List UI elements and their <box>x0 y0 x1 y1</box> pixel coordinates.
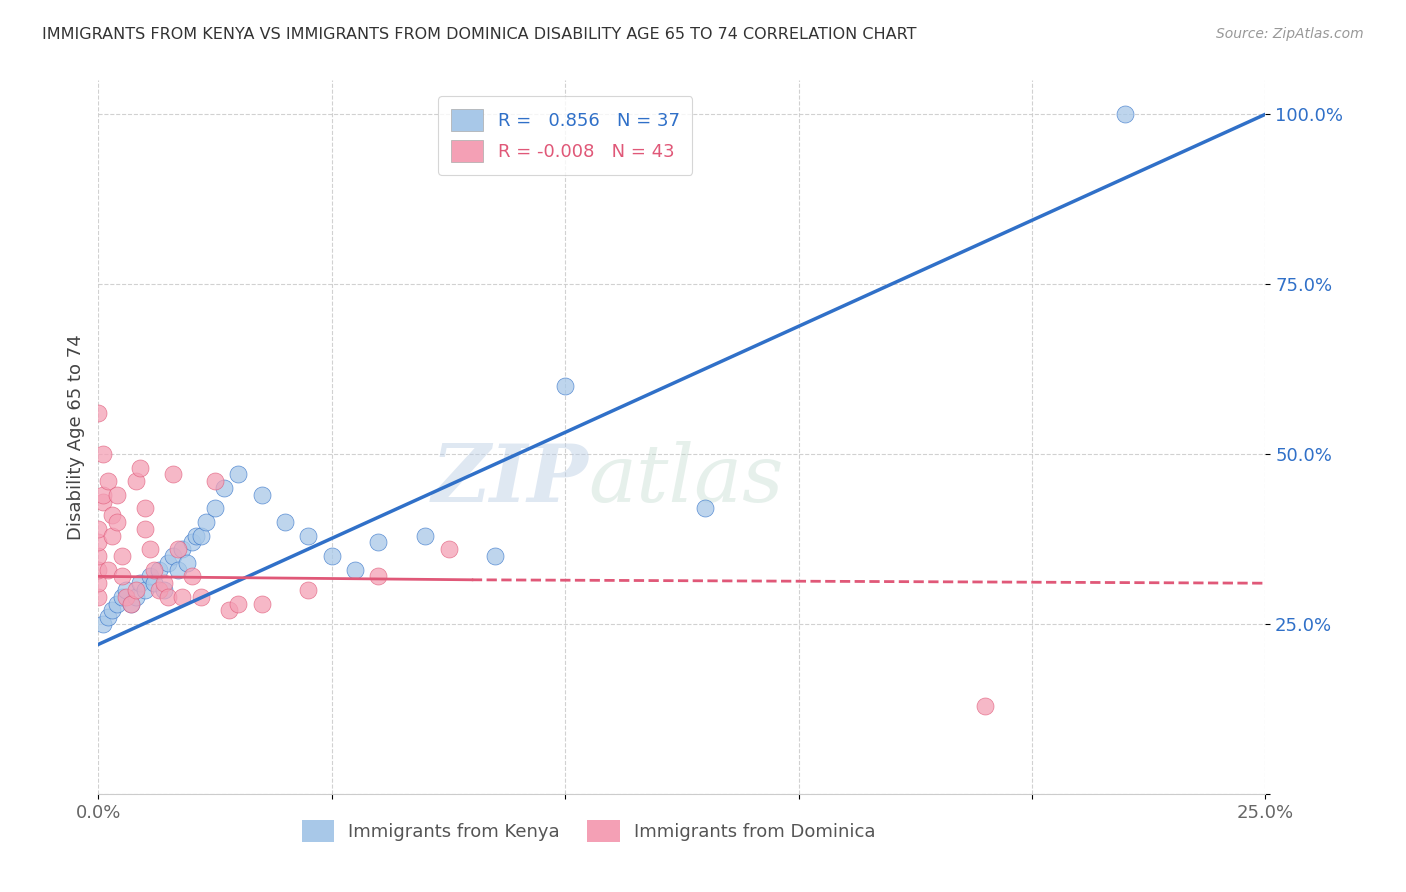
Point <box>166 542 188 557</box>
Point <box>91 447 114 461</box>
Point <box>111 549 134 563</box>
Point <box>91 617 114 632</box>
Point <box>105 597 128 611</box>
Point <box>134 522 156 536</box>
Point <box>484 549 506 563</box>
Point <box>97 563 120 577</box>
Text: Source: ZipAtlas.com: Source: ZipAtlas.com <box>1216 27 1364 41</box>
Point <box>125 475 148 489</box>
Point <box>228 597 250 611</box>
Point <box>176 556 198 570</box>
Point <box>166 563 188 577</box>
Point <box>105 515 128 529</box>
Point <box>214 481 236 495</box>
Point <box>148 563 170 577</box>
Point <box>134 582 156 597</box>
Point <box>413 528 436 542</box>
Point <box>105 488 128 502</box>
Point <box>554 379 576 393</box>
Point <box>162 467 184 482</box>
Point <box>218 603 240 617</box>
Point <box>125 590 148 604</box>
Point <box>143 563 166 577</box>
Point <box>129 576 152 591</box>
Point <box>228 467 250 482</box>
Point <box>120 597 142 611</box>
Point <box>321 549 343 563</box>
Point <box>111 590 134 604</box>
Point <box>297 528 319 542</box>
Point <box>101 528 124 542</box>
Point <box>101 508 124 523</box>
Point <box>190 590 212 604</box>
Point <box>134 501 156 516</box>
Point <box>139 542 162 557</box>
Legend: Immigrants from Kenya, Immigrants from Dominica: Immigrants from Kenya, Immigrants from D… <box>294 813 883 849</box>
Point <box>115 582 138 597</box>
Point <box>204 475 226 489</box>
Point <box>162 549 184 563</box>
Point <box>87 576 110 591</box>
Point <box>157 590 180 604</box>
Point <box>180 569 202 583</box>
Point <box>97 610 120 624</box>
Point <box>115 590 138 604</box>
Point <box>152 582 174 597</box>
Point <box>120 597 142 611</box>
Point <box>250 597 273 611</box>
Point <box>186 528 208 542</box>
Point <box>344 563 367 577</box>
Point <box>91 494 114 508</box>
Point <box>125 582 148 597</box>
Point <box>250 488 273 502</box>
Point <box>139 569 162 583</box>
Point <box>194 515 217 529</box>
Point <box>87 563 110 577</box>
Point <box>87 406 110 420</box>
Point <box>695 501 717 516</box>
Point <box>204 501 226 516</box>
Text: atlas: atlas <box>589 442 785 518</box>
Point <box>129 460 152 475</box>
Point <box>437 542 460 557</box>
Point <box>180 535 202 549</box>
Point <box>172 590 194 604</box>
Point <box>1114 107 1136 121</box>
Point <box>148 582 170 597</box>
Point <box>367 569 389 583</box>
Point <box>101 603 124 617</box>
Point <box>274 515 297 529</box>
Point <box>87 522 110 536</box>
Point <box>157 556 180 570</box>
Point <box>87 549 110 563</box>
Point <box>91 488 114 502</box>
Point <box>97 475 120 489</box>
Text: ZIP: ZIP <box>432 442 589 518</box>
Point <box>367 535 389 549</box>
Point <box>87 590 110 604</box>
Point <box>974 698 997 713</box>
Text: IMMIGRANTS FROM KENYA VS IMMIGRANTS FROM DOMINICA DISABILITY AGE 65 TO 74 CORREL: IMMIGRANTS FROM KENYA VS IMMIGRANTS FROM… <box>42 27 917 42</box>
Point <box>143 576 166 591</box>
Point <box>87 535 110 549</box>
Point <box>190 528 212 542</box>
Y-axis label: Disability Age 65 to 74: Disability Age 65 to 74 <box>66 334 84 540</box>
Point <box>152 576 174 591</box>
Point <box>111 569 134 583</box>
Point <box>172 542 194 557</box>
Point <box>297 582 319 597</box>
